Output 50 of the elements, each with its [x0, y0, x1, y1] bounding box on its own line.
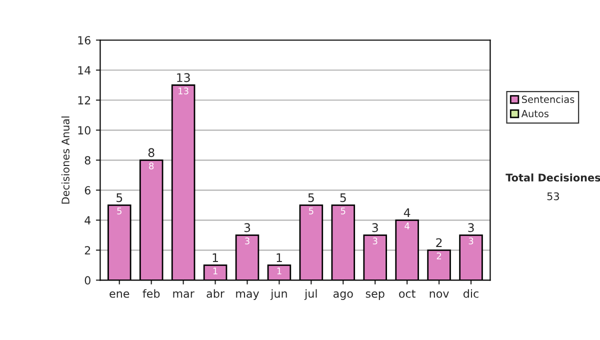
data-label: 4 [404, 222, 410, 230]
data-label: 3 [372, 238, 378, 244]
total-label: 8 [148, 148, 154, 158]
y-tick-label: 16 [78, 36, 90, 44]
data-label: 2 [436, 252, 442, 260]
x-tick-label: ene [110, 291, 130, 298]
total-label: 3 [372, 223, 378, 232]
total-label: 3 [244, 223, 250, 232]
x-tick-label: jul [304, 289, 317, 300]
text: Total Decisiones [506, 173, 600, 182]
total-label: 1 [212, 253, 218, 262]
y-tick-label: 10 [78, 126, 90, 135]
x-tick-label: mar [173, 291, 194, 298]
data-label: 5 [309, 208, 314, 214]
data-label: 1 [213, 268, 218, 274]
y-tick-label: 2 [84, 246, 90, 254]
total-label: 5 [116, 193, 122, 202]
data-label: 8 [149, 162, 154, 170]
x-tick-label: nov [430, 291, 449, 298]
y-tick-label: 4 [84, 216, 91, 224]
x-tick-label: ago [333, 291, 353, 300]
x-tick-label: may [236, 291, 260, 300]
x-tick-label: dic [464, 289, 478, 298]
legend-label: Sentencias [522, 95, 574, 104]
x-tick-label: abr [206, 289, 224, 298]
data-label: 1 [277, 268, 282, 274]
legend-label: Autos [521, 110, 549, 118]
data-label: 3 [468, 238, 474, 244]
total-label: 5 [340, 193, 346, 202]
total-label: 4 [404, 208, 410, 217]
y-tick-label: 8 [84, 156, 90, 165]
x-tick-label: oct [399, 290, 416, 298]
y-tick-label: 14 [78, 66, 91, 74]
y-tick-label: 12 [78, 96, 90, 104]
y-tick-label: 6 [84, 186, 90, 195]
total-label: 2 [436, 238, 442, 247]
x-tick-label: feb [142, 289, 160, 298]
total-label: 3 [468, 223, 474, 232]
data-label: 3 [245, 238, 250, 244]
text: 53 [547, 192, 559, 200]
total-label: 1 [276, 253, 282, 262]
data-label: 13 [178, 88, 188, 94]
data-label: 5 [117, 208, 122, 214]
x-tick-label: jun [270, 289, 287, 300]
x-tick-label: sep [366, 291, 384, 300]
data-label: 5 [340, 208, 346, 214]
y-axis-title: Decisiones Anual [61, 116, 70, 204]
total-label: 5 [308, 193, 314, 202]
total-label: 13 [177, 73, 190, 82]
y-tick-label: 0 [84, 276, 90, 285]
